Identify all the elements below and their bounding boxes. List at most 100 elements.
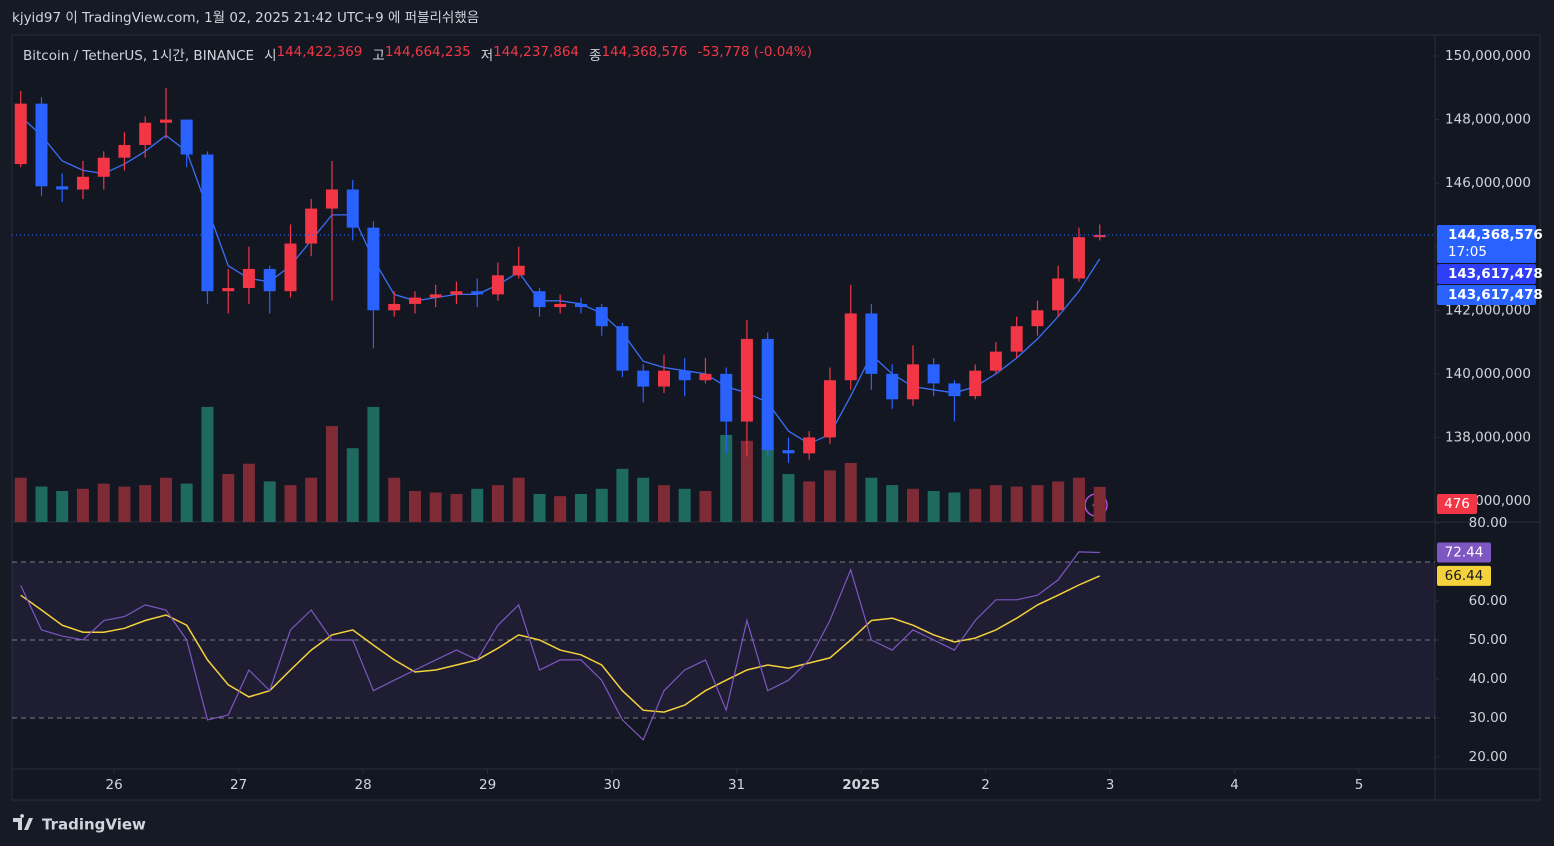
volume-bar: [657, 485, 670, 522]
candle-body: [906, 364, 919, 400]
rsi-ma-badge: [1437, 565, 1491, 586]
candle-body: [305, 208, 318, 244]
candle-body: [1031, 310, 1044, 327]
volume-badge: [1437, 494, 1477, 514]
candle-body: [657, 370, 670, 387]
candle-body: [616, 326, 629, 371]
volume-bar: [367, 406, 380, 522]
candle-body: [969, 370, 982, 397]
candle-body: [450, 291, 463, 295]
candle-body: [14, 103, 27, 165]
volume-badge-label: 476: [1444, 496, 1470, 512]
close-value: 144,368,576: [601, 44, 688, 60]
volume-bar: [844, 462, 857, 522]
publish-note: kjyid97 이 TradingView.com, 1월 02, 2025 2…: [12, 10, 479, 26]
candle-body: [989, 351, 1002, 371]
last-price-label: 144,368,576: [1448, 227, 1543, 243]
volume-bar: [720, 434, 733, 522]
volume-bar: [886, 485, 899, 522]
candle-body: [408, 297, 421, 304]
volume-bar: [616, 468, 629, 522]
volume-bar: [56, 491, 69, 522]
volume-bar: [1072, 477, 1085, 522]
volume-bar: [222, 474, 235, 522]
candle-body: [533, 291, 546, 308]
volume-bar: [388, 477, 401, 522]
open-label: 시: [264, 48, 277, 64]
rsi-ma-line: [20, 575, 1101, 713]
x-tick-label: 30: [603, 777, 620, 793]
volume-bar: [242, 463, 255, 522]
candle-body: [761, 338, 774, 451]
candle-body: [76, 176, 89, 190]
volume-bar: [325, 426, 338, 522]
volume-bar: [35, 486, 48, 522]
candle-body: [491, 275, 504, 295]
volume-bar: [97, 483, 110, 522]
y-tick-label: 138,000,000: [1445, 429, 1531, 445]
candle-body: [823, 380, 836, 438]
y-tick-label: 148,000,000: [1445, 112, 1531, 128]
volume-bar: [595, 488, 608, 522]
ohlc-header: Bitcoin / TetherUS, 1시간, BINANCE 시 144,42…: [23, 44, 812, 64]
volume-bar: [1010, 486, 1023, 522]
x-tick-label: 28: [354, 777, 371, 793]
volume-bar: [408, 491, 421, 522]
volume-bar: [160, 477, 173, 522]
high-label: 고: [372, 48, 385, 64]
volume-bar: [761, 448, 774, 522]
candle-body: [678, 370, 691, 381]
candle-body: [865, 313, 878, 374]
volume-bar: [637, 477, 650, 522]
volume-bar: [1093, 486, 1106, 522]
candle-body: [927, 364, 940, 384]
volume-bar: [948, 492, 961, 522]
volume-bar: [139, 485, 152, 522]
volume-bar: [512, 477, 525, 522]
last-price-time: 17:05: [1448, 244, 1487, 260]
candle-body: [554, 303, 567, 308]
candle-body: [740, 338, 753, 422]
candle-body: [1052, 278, 1065, 311]
volume-bar: [803, 481, 816, 522]
volume-bar: [76, 488, 89, 522]
volume-bar: [118, 486, 131, 522]
candle-body: [118, 144, 131, 158]
ma-badge-label: 143,617,478: [1448, 266, 1543, 282]
candle-body: [886, 373, 899, 400]
rsi-badge: [1437, 542, 1491, 563]
candle-body: [699, 373, 712, 381]
volume-bar: [284, 485, 297, 522]
volume-bar: [305, 477, 318, 522]
volume-bar: [346, 448, 359, 522]
candle-body: [512, 265, 525, 276]
rsi-line: [20, 551, 1100, 741]
volume-bar: [201, 406, 214, 522]
candle-body: [242, 268, 255, 289]
candle-body: [637, 370, 650, 387]
volume-bar: [927, 491, 940, 522]
high-value: 144,664,235: [384, 44, 471, 60]
volume-bar: [180, 483, 193, 522]
candle-body: [263, 268, 276, 292]
x-tick-label: 5: [1355, 777, 1364, 793]
candle-body: [803, 437, 816, 454]
candle-body: [201, 154, 214, 292]
candle-body: [471, 291, 484, 295]
candle-body: [284, 243, 297, 292]
symbol: Bitcoin / TetherUS, 1시간, BINANCE: [23, 48, 255, 64]
chart-frame: [11, 34, 1541, 801]
rsi-y-tick-label: 80.00: [1469, 515, 1508, 531]
candle-body: [35, 103, 48, 187]
close-label: 종: [589, 48, 602, 64]
ma-badge: [1437, 263, 1536, 284]
volume-bar: [533, 493, 546, 522]
candle-body: [325, 189, 338, 209]
volume-bar: [574, 493, 587, 522]
volume-bar: [782, 474, 795, 522]
x-tick-label: 26: [105, 777, 122, 793]
candle-body: [222, 288, 235, 292]
candle-body: [367, 227, 380, 311]
